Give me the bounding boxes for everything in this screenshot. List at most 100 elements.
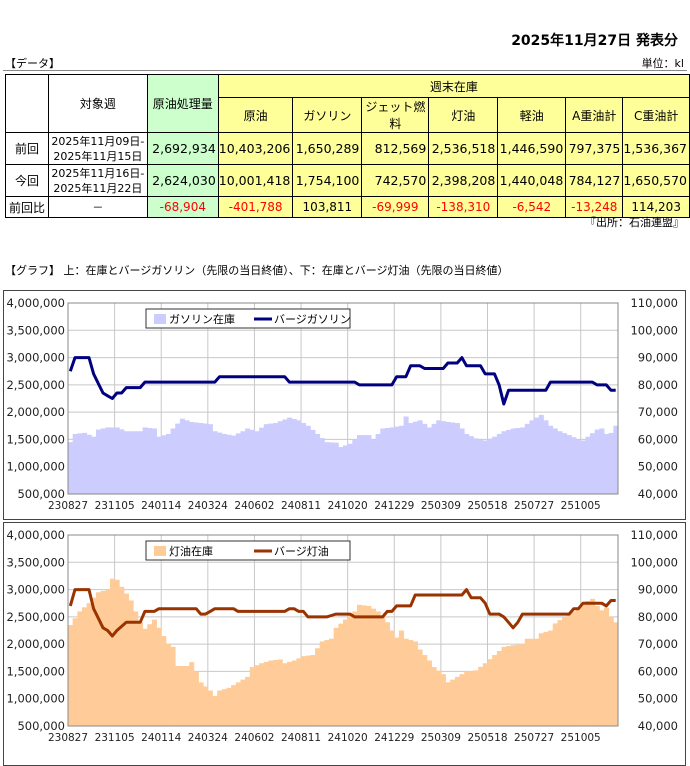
left-tick-label: 2,500,000 [6,610,65,624]
right-tick-label: 70,000 [638,405,678,419]
inventory-bar [585,601,591,726]
table-row: 前回比－ -68,904 -401,788 103,811 -69,999 -138,31… [5,196,690,218]
inventory-bar [398,425,404,494]
x-tick-label: 241229 [374,500,414,512]
header-week: 対象週 [47,74,148,133]
inventory-bar [566,435,572,494]
inventory-bar [580,603,586,726]
left-tick-label: 3,500,000 [6,323,65,337]
inventory-bar [482,663,488,726]
inventory-bar [338,447,344,494]
inventory-bar [179,418,185,494]
inventory-bar [147,624,153,726]
x-tick-label: 230827 [48,500,88,512]
inventory-bar [277,659,283,726]
inventory-bar [506,429,512,494]
inventory-bar [137,431,143,494]
inventory-bar [68,625,74,726]
inventory-bar [566,614,572,726]
value-cell: -401,788 [217,196,294,218]
inventory-bar [193,671,199,726]
inventory-bar [72,433,78,494]
inventory-bar [417,649,423,726]
inventory-bar [604,607,610,726]
right-tick-label: 110,000 [630,528,678,542]
inventory-bar [203,686,209,726]
right-tick-label: 90,000 [638,351,678,365]
value-cell: -6,542 [497,196,567,218]
inventory-bar [310,429,316,494]
inventory-bar [142,427,148,494]
inventory-bar [403,638,409,726]
header-stock-col: 灯油 [428,97,499,133]
inventory-bar [576,439,582,494]
value-cell: 1,440,048 [497,164,567,197]
right-tick-label: 40,000 [638,487,678,501]
value-cell: 797,375 [565,132,624,165]
graph-section-label: 【グラフ】 上：在庫とバージガソリン（先限の当日終値）、下：在庫とバージ灯油（先… [5,264,509,277]
inventory-bar [356,435,363,494]
inventory-bar [249,667,255,726]
value-cell: -13,248 [565,196,624,218]
inventory-bar [454,423,460,494]
x-tick-label: 251005 [561,732,601,744]
inventory-bar [571,611,577,726]
legend-bar-label: 灯油在庫 [169,544,213,558]
inventory-bar [375,611,381,726]
row-week: － [47,196,148,218]
inventory-bar [319,438,325,494]
inventory-bar [296,658,302,726]
left-tick-label: 2,000,000 [6,637,65,651]
inventory-bar [184,420,190,494]
value-cell: 114,203 [622,196,690,218]
source-note: 『出所：石油連盟』 [585,216,684,229]
inventory-bar [268,660,274,726]
inventory-bar [156,436,162,494]
inventory-bar [333,627,339,726]
inventory-bar [538,633,544,726]
inventory-bar [613,622,619,726]
inventory-bar [81,432,88,494]
inventory-bar [380,428,386,494]
inventory-bar [585,436,591,494]
inventory-bar [431,423,437,494]
inventory-bar [287,661,293,726]
value-cell: 812,569 [361,132,430,165]
header-stock-col: 軽油 [497,97,567,133]
inventory-bar [520,427,526,494]
row-label: 今回 [5,164,49,197]
inventory-bar [347,615,353,726]
inventory-bar [245,676,251,726]
inventory-bar [394,637,400,726]
table-row: 前回 2025年11月09日- 2025年11月15日 2,692,934 10,403… [5,132,690,165]
inventory-bar [384,427,391,494]
inventory-bar [123,593,129,726]
inventory-bar [226,434,232,494]
inventory-bar [389,427,395,494]
inventory-bar [482,440,488,494]
value-cell: 1,536,367 [622,132,690,165]
left-tick-label: 500,000 [17,719,65,733]
inventory-bar [361,605,367,726]
published-date: 2025年11月27日 発表分 [511,33,678,49]
purge-price-line [68,356,616,406]
inventory-bar [273,659,279,726]
inventory-bar [189,662,195,726]
inventory-bar [510,645,516,726]
inventory-bar [343,445,349,494]
x-tick-label: 240602 [234,500,274,512]
inventory-bar [100,590,106,726]
inventory-bar [165,433,171,494]
inventory-bar [259,663,265,726]
legend-box [145,540,351,561]
inventory-bar [217,432,223,494]
x-tick-label: 231105 [95,732,135,744]
inventory-bar [403,416,409,494]
inventory-bar [501,646,507,726]
inventory-bar [329,638,335,726]
inventory-bar [296,420,302,494]
inventory-bar [282,419,288,494]
inventory-bar [594,429,600,494]
inventory-bar [95,592,102,726]
inventory-bar [287,417,293,494]
